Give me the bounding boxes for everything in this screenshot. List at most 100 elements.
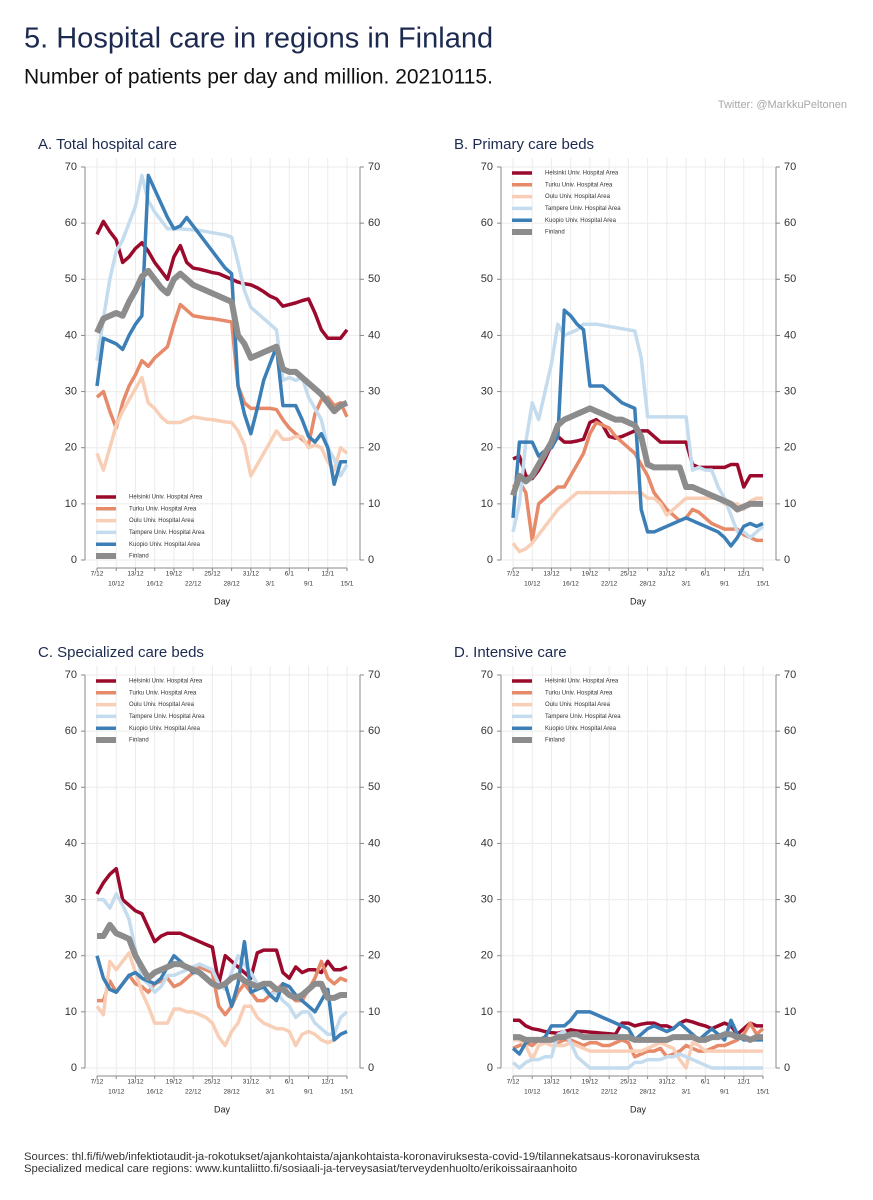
x-tick-label: 9/1 <box>720 581 729 588</box>
x-tick-label: 25/12 <box>204 571 221 578</box>
x-tick-label: 31/12 <box>659 1079 676 1086</box>
y2-tick-label: 60 <box>368 217 380 229</box>
y2-tick-label: 70 <box>368 161 380 173</box>
legend-label: Tampere Univ. Hospital Area <box>129 714 205 720</box>
y-tick-label: 0 <box>71 1062 77 1074</box>
y2-tick-label: 40 <box>784 329 796 341</box>
x-tick-label: 15/1 <box>341 1089 354 1096</box>
x-tick-label: 13/12 <box>543 571 560 578</box>
panel-title: B. Primary care beds <box>454 136 594 153</box>
panel-title: C. Specialized care beds <box>38 644 204 661</box>
y2-tick-label: 10 <box>368 1006 380 1018</box>
legend-label: Oulu Univ. Hospital Area <box>545 194 611 200</box>
x-tick-label: 12/1 <box>737 1079 750 1086</box>
series-line <box>95 951 348 1048</box>
x-axis-label: Day <box>630 1104 647 1114</box>
credit: Twitter: @MarkkuPeltonen <box>718 99 847 111</box>
y-tick-label: 70 <box>481 669 493 681</box>
series-line <box>95 173 347 486</box>
y2-tick-label: 30 <box>784 893 796 905</box>
x-tick-label: 19/12 <box>166 1079 183 1086</box>
plot-area <box>501 666 776 1076</box>
y2-tick-label: 70 <box>784 669 796 681</box>
y-tick-label: 60 <box>65 725 77 737</box>
plot-area <box>501 158 776 568</box>
x-tick-label: 15/1 <box>341 581 354 588</box>
y2-tick-label: 70 <box>784 161 796 173</box>
y-tick-label: 30 <box>65 385 77 397</box>
y2-tick-label: 10 <box>368 498 380 510</box>
y2-tick-label: 40 <box>368 329 380 341</box>
legend-label: Tampere Univ. Hospital Area <box>545 714 621 720</box>
y2-tick-label: 10 <box>784 1006 796 1018</box>
y2-tick-label: 20 <box>368 442 380 454</box>
x-tick-label: 28/12 <box>639 1089 656 1096</box>
legend-label: Kuopio Univ. Hospital Area <box>545 726 617 732</box>
y2-tick-label: 70 <box>368 669 380 681</box>
y-tick-label: 60 <box>65 217 77 229</box>
y-tick-label: 60 <box>481 725 493 737</box>
y-tick-label: 50 <box>481 273 493 285</box>
y-tick-label: 20 <box>65 950 77 962</box>
legend-label: Kuopio Univ. Hospital Area <box>545 218 617 224</box>
x-tick-label: 16/12 <box>147 581 164 588</box>
y-tick-label: 70 <box>65 161 77 173</box>
x-tick-label: 3/1 <box>682 1089 691 1096</box>
series-line <box>94 267 349 415</box>
y2-tick-label: 0 <box>784 1062 790 1074</box>
x-tick-label: 12/1 <box>321 571 334 578</box>
source-line: Sources: thl.fi/fi/web/infektiotaudit-ja… <box>24 1151 700 1163</box>
legend-label: Tampere Univ. Hospital Area <box>545 206 621 212</box>
legend-label: Helsinki Univ. Hospital Area <box>129 495 203 501</box>
y-tick-label: 40 <box>65 837 77 849</box>
legend-label: Kuopio Univ. Hospital Area <box>129 542 201 548</box>
x-tick-label: 31/12 <box>243 1079 260 1086</box>
x-tick-label: 19/12 <box>582 1079 599 1086</box>
legend-label: Tampere Univ. Hospital Area <box>129 530 205 536</box>
legend-label: Turku Univ. Hospital Area <box>129 690 197 696</box>
x-tick-label: 19/12 <box>582 571 599 578</box>
y-tick-label: 0 <box>71 554 77 566</box>
x-tick-label: 16/12 <box>563 581 580 588</box>
y-tick-label: 10 <box>481 1006 493 1018</box>
y2-tick-label: 30 <box>368 385 380 397</box>
y-tick-label: 60 <box>481 217 493 229</box>
y2-tick-label: 40 <box>784 837 796 849</box>
y2-tick-label: 30 <box>784 385 796 397</box>
y2-tick-label: 0 <box>368 1062 374 1074</box>
x-axis-label: Day <box>214 596 231 606</box>
y2-tick-label: 60 <box>784 725 796 737</box>
series-line <box>511 322 765 540</box>
y-tick-label: 40 <box>65 329 77 341</box>
legend-label: Turku Univ. Hospital Area <box>545 690 613 696</box>
legend-label: Turku Univ. Hospital Area <box>545 182 613 188</box>
x-tick-label: 28/12 <box>639 581 656 588</box>
x-tick-label: 25/12 <box>204 1079 221 1086</box>
x-tick-label: 15/1 <box>757 581 770 588</box>
y2-tick-label: 20 <box>784 442 796 454</box>
series-line <box>97 921 347 1001</box>
series-line <box>511 1029 763 1070</box>
x-tick-label: 10/12 <box>108 581 125 588</box>
x-tick-label: 25/12 <box>620 1079 637 1086</box>
x-tick-label: 13/12 <box>127 571 144 578</box>
y-tick-label: 50 <box>65 781 77 793</box>
x-tick-label: 9/1 <box>720 1089 729 1096</box>
y2-tick-label: 40 <box>368 837 380 849</box>
x-tick-label: 7/12 <box>91 571 104 578</box>
y2-tick-label: 30 <box>368 893 380 905</box>
x-tick-label: 31/12 <box>243 571 260 578</box>
x-tick-label: 6/1 <box>285 1079 294 1086</box>
x-tick-label: 7/12 <box>507 1079 520 1086</box>
legend-label: Finland <box>545 738 565 744</box>
x-tick-label: 12/1 <box>321 1079 334 1086</box>
series-line <box>513 1031 763 1043</box>
legend-label: Helsinki Univ. Hospital Area <box>545 171 619 177</box>
x-tick-label: 31/12 <box>659 571 676 578</box>
y2-tick-label: 60 <box>784 217 796 229</box>
y-tick-label: 70 <box>65 669 77 681</box>
y-tick-label: 20 <box>65 442 77 454</box>
x-tick-label: 9/1 <box>304 581 313 588</box>
x-tick-label: 22/12 <box>185 1089 202 1096</box>
